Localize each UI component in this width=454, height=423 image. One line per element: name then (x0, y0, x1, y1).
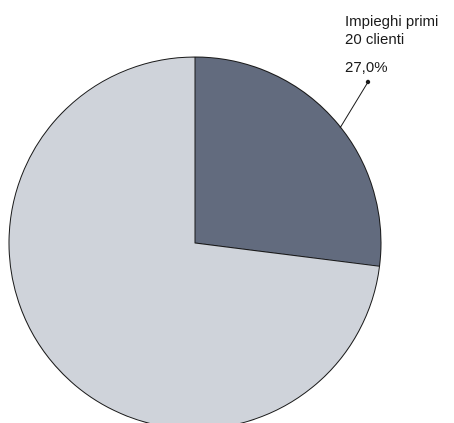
callout-leader-line (339, 81, 369, 129)
slice-label-line-1: Impieghi primi (345, 13, 438, 30)
slice-callout: Impieghi primi 20 clienti 27,0% (339, 13, 438, 129)
pie-slices (8, 56, 382, 423)
slice-value-label: 27,0% (345, 59, 388, 76)
slice-label-line-2: 20 clienti (345, 31, 404, 48)
pie-slice-2 (8, 56, 381, 423)
callout-leader-dot (365, 79, 371, 85)
pie-slice-1 (194, 56, 382, 267)
